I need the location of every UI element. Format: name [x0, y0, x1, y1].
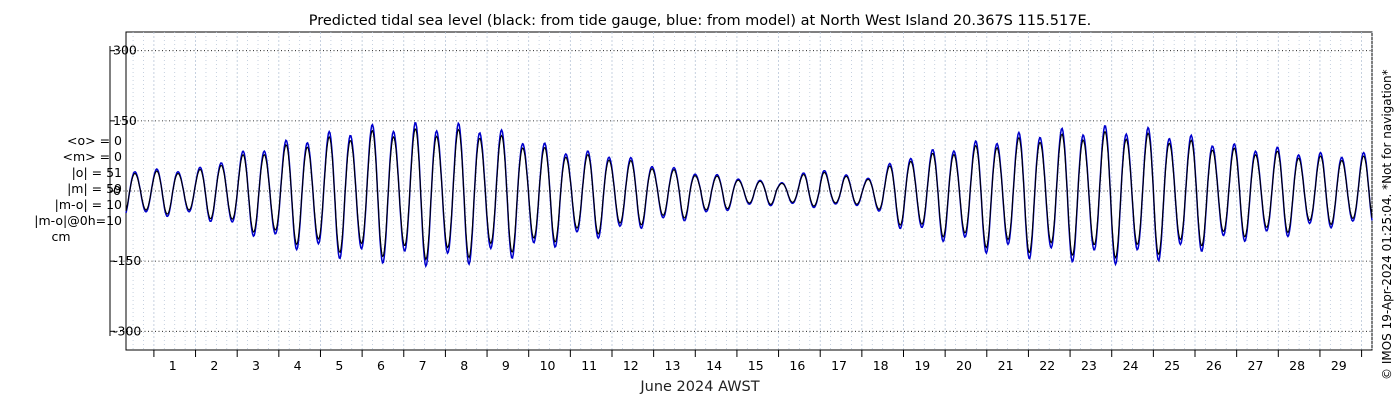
y-tick-label: 300 — [113, 43, 137, 58]
x-tick-label: 6 — [377, 358, 385, 373]
x-tick-label: 18 — [873, 358, 889, 373]
stat-mean-obs: <o> = 0 — [67, 133, 122, 148]
x-tick-label: 9 — [502, 358, 510, 373]
x-tick-label: 19 — [914, 358, 930, 373]
x-tick-label: 16 — [789, 358, 805, 373]
x-axis: 1 2 3 4 5 6 7 8 9 10 11 12 13 14 15 16 17 18 19 20 21 22 23 24 2… — [126, 349, 1372, 373]
x-tick-label: 10 — [540, 358, 556, 373]
y-tick-label: -150 — [113, 253, 141, 268]
x-tick-label: 25 — [1164, 358, 1180, 373]
x-tick-label: 12 — [623, 358, 639, 373]
x-tick-label: 1 — [169, 358, 177, 373]
x-tick-label: 23 — [1081, 358, 1097, 373]
x-tick-label: 13 — [665, 358, 681, 373]
x-tick-label: 5 — [335, 358, 343, 373]
stat-abs-model: |m| = 59 — [67, 181, 122, 196]
y-tick-label: 150 — [113, 113, 137, 128]
y-tick-label: -300 — [113, 323, 141, 338]
x-grid-lines — [132, 32, 1373, 350]
stat-abs-diff-0h: |m-o|@0h=10 — [34, 213, 122, 228]
x-tick-label: 17 — [831, 358, 847, 373]
x-tick-label: 7 — [419, 358, 427, 373]
x-tick-label: 24 — [1123, 358, 1139, 373]
x-tick-label: 15 — [748, 358, 764, 373]
x-tick-label: 4 — [294, 358, 302, 373]
x-tick-label: 26 — [1206, 358, 1222, 373]
stat-mean-model: <m> = 0 — [62, 149, 123, 164]
statistics-panel: <o> = 0 <m> = 0 |o| = 51 |m| = 59 |m-o| … — [0, 133, 122, 245]
x-tick-label: 11 — [581, 358, 597, 373]
x-tick-label: 20 — [956, 358, 972, 373]
x-tick-label: 21 — [998, 358, 1014, 373]
stat-unit: cm — [51, 229, 71, 244]
y-tick-label: 0 — [113, 183, 121, 198]
x-tick-label: 8 — [460, 358, 468, 373]
stat-abs-diff: |m-o| = 10 — [54, 197, 122, 212]
x-tick-label: 28 — [1289, 358, 1305, 373]
x-tick-label: 3 — [252, 358, 260, 373]
chart-title: Predicted tidal sea level (black: from t… — [309, 13, 1091, 29]
series-gauge-line — [125, 128, 1373, 261]
x-tick-label: 22 — [1039, 358, 1055, 373]
x-tick-label: 29 — [1331, 358, 1347, 373]
x-tick-label: 27 — [1248, 358, 1264, 373]
y-axis: 300 150 0 -150 -300 — [109, 43, 141, 338]
stat-abs-obs: |o| = 51 — [71, 165, 122, 180]
watermark: © IMOS 19-Apr-2024 01:25:04. *Not for na… — [1380, 69, 1394, 380]
x-axis-label: June 2024 AWST — [639, 379, 759, 395]
x-tick-label: 2 — [210, 358, 218, 373]
x-tick-label: 14 — [706, 358, 722, 373]
